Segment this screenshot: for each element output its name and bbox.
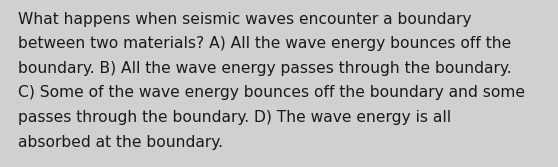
Text: absorbed at the boundary.: absorbed at the boundary. — [18, 134, 223, 149]
Text: C) Some of the wave energy bounces off the boundary and some: C) Some of the wave energy bounces off t… — [18, 86, 525, 101]
Text: between two materials? A) All the wave energy bounces off the: between two materials? A) All the wave e… — [18, 37, 511, 51]
Text: boundary. B) All the wave energy passes through the boundary.: boundary. B) All the wave energy passes … — [18, 61, 512, 76]
Text: What happens when seismic waves encounter a boundary: What happens when seismic waves encounte… — [18, 12, 472, 27]
Text: passes through the boundary. D) The wave energy is all: passes through the boundary. D) The wave… — [18, 110, 451, 125]
